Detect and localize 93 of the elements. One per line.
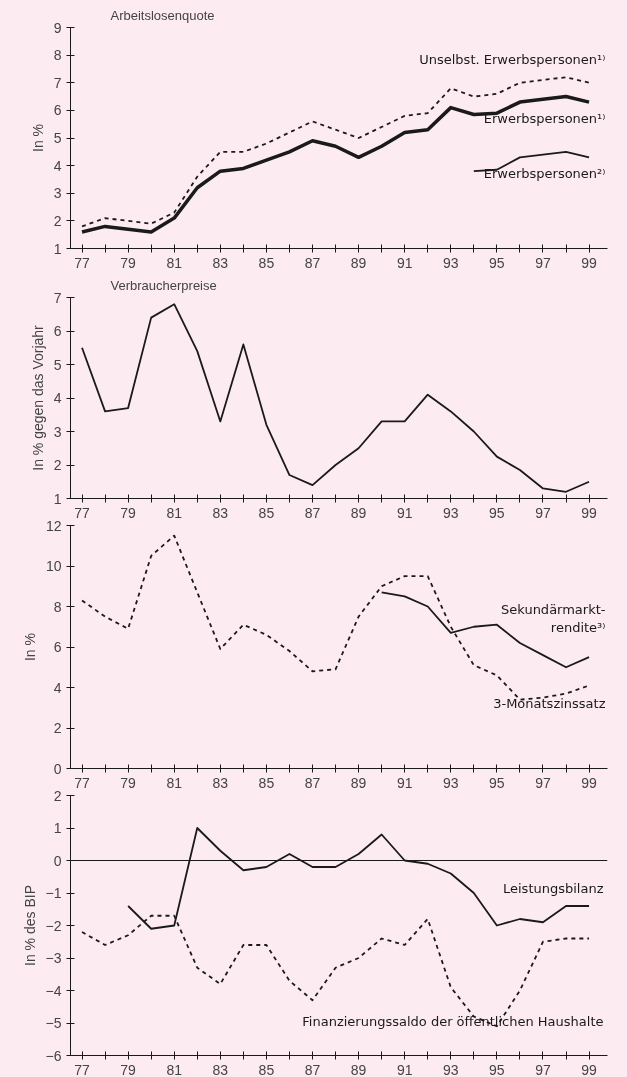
x-tick-label: 87 bbox=[304, 774, 321, 791]
y-tick-label: 12 bbox=[45, 517, 62, 534]
y-tick-label: 4 bbox=[53, 390, 62, 406]
x-tick-label: 99 bbox=[581, 1061, 598, 1077]
y-tick-label: 5 bbox=[53, 356, 62, 373]
x-tick-label: 89 bbox=[350, 774, 367, 791]
y-tick-label: 0 bbox=[53, 852, 62, 869]
x-tick-label: 99 bbox=[581, 504, 598, 521]
y-axis-title: In % des BIP bbox=[21, 885, 38, 966]
y-tick-label: 2 bbox=[53, 787, 62, 804]
x-tick-label: 77 bbox=[74, 504, 91, 521]
y-tick-label: 4 bbox=[53, 157, 62, 174]
y-tick-label: 4 bbox=[53, 679, 62, 696]
x-tick-label: 77 bbox=[74, 1061, 91, 1077]
x-tick-label: 93 bbox=[442, 774, 459, 791]
x-tick-label: 97 bbox=[535, 504, 551, 521]
y-tick-label: 9 bbox=[53, 19, 62, 36]
y-tick-label: 3 bbox=[53, 423, 62, 440]
y-tick-label: −5 bbox=[45, 1015, 62, 1031]
x-tick-label: 83 bbox=[212, 1061, 229, 1077]
y-tick-label: 2 bbox=[53, 720, 62, 736]
x-tick-label: 85 bbox=[258, 774, 275, 791]
x-tick-label: 95 bbox=[489, 254, 505, 271]
y-tick-label: 6 bbox=[53, 102, 62, 119]
x-tick-label: 83 bbox=[212, 254, 229, 271]
x-tick-label: 87 bbox=[304, 254, 321, 271]
x-tick-label: 81 bbox=[166, 1061, 183, 1077]
y-tick-label: 7 bbox=[53, 289, 62, 306]
x-tick-label: 81 bbox=[166, 774, 183, 791]
x-tick-label: 85 bbox=[258, 254, 275, 271]
x-tick-label: 79 bbox=[120, 774, 137, 791]
y-tick-label: 1 bbox=[53, 820, 62, 836]
y-tick-label: 2 bbox=[53, 212, 62, 229]
x-tick-label: 89 bbox=[350, 504, 367, 521]
x-tick-label: 89 bbox=[350, 254, 367, 271]
x-tick-label: 79 bbox=[120, 1061, 137, 1077]
y-tick-label: 1 bbox=[53, 490, 62, 507]
x-tick-label: 97 bbox=[535, 254, 551, 271]
series-label: Erwerbspersonen¹⁾ bbox=[483, 111, 606, 127]
y-tick-label: 7 bbox=[53, 74, 62, 91]
x-tick-label: 85 bbox=[258, 504, 275, 521]
x-tick-label: 79 bbox=[120, 504, 137, 521]
x-tick-label: 91 bbox=[396, 1061, 413, 1077]
x-tick-label: 97 bbox=[535, 1061, 551, 1077]
x-tick-label: 87 bbox=[304, 504, 321, 521]
series-label: Erwerbspersonen²⁾ bbox=[483, 166, 606, 182]
x-tick-label: 83 bbox=[212, 504, 229, 521]
y-tick-label: −1 bbox=[45, 885, 62, 901]
x-tick-label: 97 bbox=[535, 774, 551, 791]
x-tick-label: 99 bbox=[581, 774, 598, 791]
x-tick-label: 93 bbox=[442, 254, 459, 271]
x-tick-label: 87 bbox=[304, 1061, 321, 1077]
x-tick-label: 93 bbox=[442, 504, 459, 521]
x-tick-label: 91 bbox=[396, 504, 413, 521]
y-tick-label: 0 bbox=[53, 760, 62, 777]
x-tick-label: 77 bbox=[74, 254, 91, 271]
chart-title: Arbeitslosenquote bbox=[110, 7, 215, 23]
y-tick-label: −4 bbox=[45, 982, 62, 999]
y-axis-title: In % gegen das Vorjahr bbox=[29, 324, 46, 471]
x-tick-label: 95 bbox=[489, 1061, 505, 1077]
y-tick-label: 6 bbox=[53, 323, 62, 339]
y-tick-label: 8 bbox=[53, 598, 62, 615]
x-tick-label: 79 bbox=[120, 254, 137, 271]
y-tick-label: 2 bbox=[53, 457, 62, 473]
y-axis-title: In % bbox=[29, 123, 46, 153]
y-tick-label: 3 bbox=[53, 185, 62, 202]
x-tick-label: 99 bbox=[581, 254, 598, 271]
y-tick-label: −3 bbox=[45, 950, 62, 966]
series-label: Unselbst. Erwerbspersonen¹⁾ bbox=[419, 51, 606, 67]
x-tick-label: 81 bbox=[166, 504, 183, 521]
series-label: 3-Monatszinssatz bbox=[493, 696, 606, 712]
y-tick-label: 5 bbox=[53, 130, 62, 146]
y-tick-label: 8 bbox=[53, 47, 62, 64]
series-label: Sekundärmarkt-rendite³⁾ bbox=[501, 602, 606, 636]
x-tick-label: 91 bbox=[396, 774, 413, 791]
x-tick-label: 93 bbox=[442, 1061, 459, 1077]
x-tick-label: 89 bbox=[350, 1061, 367, 1077]
y-tick-label: −2 bbox=[45, 917, 62, 934]
y-tick-label: 6 bbox=[53, 639, 62, 655]
series-label: Finanzierungssaldo der öffentlichen Haushalte bbox=[302, 1013, 604, 1029]
x-tick-label: 77 bbox=[74, 774, 91, 791]
x-tick-label: 85 bbox=[258, 1061, 275, 1077]
x-tick-label: 95 bbox=[489, 504, 505, 521]
y-tick-label: −6 bbox=[45, 1047, 62, 1064]
y-tick-label: 10 bbox=[45, 558, 62, 574]
y-axis-title: In % bbox=[21, 632, 38, 662]
x-tick-label: 95 bbox=[489, 774, 505, 791]
y-tick-label: 1 bbox=[53, 240, 62, 257]
x-tick-label: 83 bbox=[212, 774, 229, 791]
x-tick-label: 91 bbox=[396, 254, 413, 271]
chart-title: Verbraucherpreise bbox=[110, 277, 217, 293]
series-label: Leistungsbilanz bbox=[503, 881, 604, 896]
x-tick-label: 81 bbox=[166, 254, 183, 271]
